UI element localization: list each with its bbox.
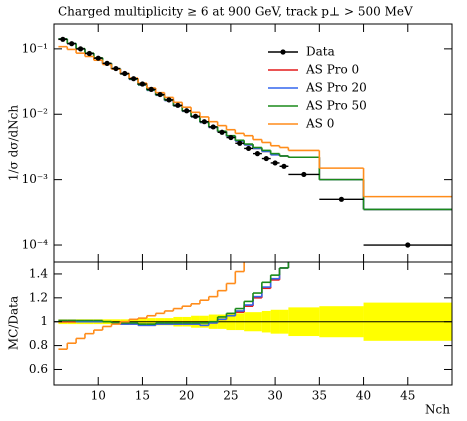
data-point — [166, 97, 172, 103]
data-point — [228, 134, 234, 141]
y-tick-label: 10⁻³ — [22, 172, 49, 186]
y-tick-label: 1.4 — [29, 266, 48, 280]
ratio-plot — [54, 262, 452, 350]
x-tick-label: 15 — [135, 389, 150, 403]
legend-swatch — [280, 49, 286, 55]
data-point — [157, 91, 163, 98]
data-point — [95, 55, 101, 61]
data-point — [263, 155, 269, 162]
x-tick-label: 45 — [400, 389, 415, 403]
x-axis-label: Nch — [425, 403, 450, 417]
data-point — [245, 145, 252, 152]
x-tick-label: 20 — [179, 389, 194, 403]
data-point — [148, 86, 154, 92]
y-tick-label: 1.2 — [29, 290, 48, 304]
main-plot — [58, 36, 452, 248]
data-point — [175, 102, 181, 108]
data-point — [184, 108, 190, 114]
data-point — [210, 124, 216, 130]
data-point — [254, 151, 261, 157]
data-point — [272, 160, 278, 166]
legend-label: AS Pro 20 — [305, 81, 367, 95]
data-point — [69, 41, 75, 47]
data-point — [122, 70, 128, 77]
data-point — [338, 196, 345, 202]
data-point — [77, 46, 84, 52]
y-tick-label: 10⁻¹ — [22, 41, 48, 55]
data-point — [86, 50, 92, 57]
x-tick-label: 35 — [312, 389, 327, 403]
data-point — [104, 60, 110, 66]
y-tick-label: 0.8 — [29, 338, 48, 352]
data-point — [192, 113, 199, 119]
data-point — [131, 76, 137, 82]
legend-label: AS Pro 0 — [305, 63, 359, 77]
data-point — [113, 65, 119, 72]
data-point — [237, 140, 243, 146]
legend-label: Data — [306, 45, 335, 59]
data-point — [405, 242, 411, 248]
x-tick-label: 30 — [267, 389, 282, 403]
data-point — [139, 81, 146, 87]
ratio-frame — [53, 261, 453, 386]
ratio-axis-label: MC/Data — [7, 296, 21, 350]
data-point — [281, 163, 287, 169]
y-tick-label: 1 — [40, 314, 48, 328]
y-axis-label: 1/σ dσ/dNch — [7, 105, 21, 182]
data-point — [219, 129, 225, 135]
axes: 10⁻¹ 10⁻² 10⁻³ 10⁻⁴ 0.6 0.8 1 1.2 1.4 10 15 20 25 30 3… — [22, 24, 452, 403]
data-point — [301, 171, 307, 178]
x-tick-label: 25 — [223, 389, 238, 403]
legend-label: AS Pro 50 — [305, 99, 367, 113]
main-frame — [53, 23, 453, 263]
legend-label: AS 0 — [305, 117, 334, 131]
x-tick-label: 40 — [356, 389, 371, 403]
data-point — [60, 36, 66, 42]
y-tick-label: 0.6 — [29, 362, 48, 376]
chart-title: Charged multiplicity ≥ 6 at 900 GeV, tra… — [58, 5, 413, 19]
y-tick-label: 10⁻⁴ — [22, 238, 49, 252]
data-point — [201, 119, 207, 125]
x-tick-label: 10 — [91, 389, 106, 403]
y-tick-label: 10⁻² — [22, 107, 49, 121]
